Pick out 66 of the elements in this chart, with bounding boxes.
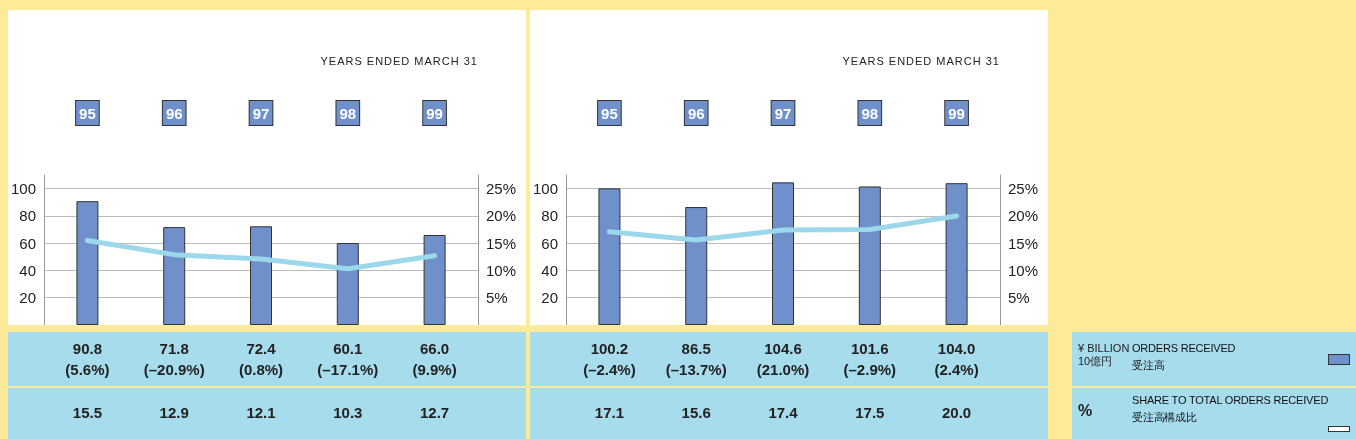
y-tick-label: 80 — [541, 207, 559, 225]
y-tick-label: 60 — [19, 234, 37, 252]
bar — [423, 235, 446, 325]
data-label: 12.7 — [419, 403, 450, 423]
y-tick-label: 100 — [11, 180, 37, 198]
y2-tick-label: 10% — [486, 261, 517, 279]
y2-tick-label: 25% — [486, 180, 517, 198]
data-label: 104.6 (21.0%) — [756, 339, 810, 380]
y-tick-label: 60 — [541, 234, 559, 252]
data-label: 17.1 — [594, 403, 625, 423]
x-tick-label: 96 — [165, 105, 183, 122]
data-label: 60.1 (–17.1%) — [317, 339, 379, 380]
y-tick-label: 20 — [19, 289, 37, 307]
y-tick-label: 20 — [541, 289, 559, 307]
data-label: 101.6 (–2.9%) — [843, 339, 897, 380]
data-label: 12.1 — [246, 403, 276, 423]
y-tick-label: 40 — [19, 261, 37, 279]
y2-tick-label: 5% — [1008, 289, 1030, 307]
bar — [250, 226, 273, 325]
bar — [336, 243, 359, 325]
bar — [858, 186, 881, 325]
data-label: 104.0 (2.4%) — [934, 339, 979, 380]
x-tick-label: 95 — [79, 105, 96, 122]
y2-tick-label: 15% — [486, 234, 517, 252]
x-tick-label: 96 — [687, 105, 705, 122]
data-label: 17.4 — [768, 403, 798, 423]
x-axis-title: YEARS ENDED MARCH 31 — [320, 55, 478, 67]
bar — [598, 188, 621, 325]
y2-tick-label: 25% — [1008, 180, 1039, 198]
data-label: 20.0 — [941, 403, 972, 423]
y2-tick-label: 20% — [1008, 207, 1039, 225]
data-label: 72.4 (0.8%) — [238, 339, 284, 380]
text: SHARE TO TOTAL ORDERS RECEIVED 受注高構成比 — [1132, 393, 1329, 425]
y2-tick-label: 20% — [486, 207, 517, 225]
data-label: 66.0 (9.9%) — [412, 339, 457, 380]
x-tick-label: 95 — [601, 105, 618, 122]
x-tick-label: 97 — [774, 105, 792, 122]
bar — [945, 183, 968, 325]
x-tick-label: 98 — [339, 105, 357, 122]
data-label: 100.2 (–2.4%) — [583, 339, 636, 380]
y2-tick-label: 5% — [486, 289, 508, 307]
data-label: 86.5 (–13.7%) — [665, 339, 727, 380]
data-label: 10.3 — [333, 403, 363, 423]
y-tick-label: 100 — [533, 180, 559, 198]
data-label: 71.8 (–20.9%) — [143, 339, 205, 380]
text: ORDERS RECEIVED 受注高 — [1132, 341, 1236, 373]
x-axis-title: YEARS ENDED MARCH 31 — [842, 55, 1000, 67]
data-label: 90.8 (5.6%) — [65, 339, 110, 380]
x-tick-label: 98 — [861, 105, 879, 122]
bar — [76, 201, 99, 325]
x-tick-label: 99 — [426, 105, 443, 122]
text: % — [1078, 402, 1093, 420]
bar — [685, 207, 708, 325]
x-tick-label: 99 — [948, 105, 965, 122]
data-label: 15.5 — [72, 403, 103, 423]
y-tick-label: 80 — [19, 207, 37, 225]
x-tick-label: 97 — [252, 105, 270, 122]
y2-tick-label: 10% — [1008, 261, 1039, 279]
data-label: 15.6 — [681, 403, 711, 423]
y-tick-label: 40 — [541, 261, 559, 279]
y2-tick-label: 15% — [1008, 234, 1039, 252]
bar — [772, 182, 795, 325]
bar — [163, 227, 186, 325]
data-label: 17.5 — [855, 403, 885, 423]
text: ¥ BILLION 10億円 — [1078, 342, 1130, 369]
data-label: 12.9 — [159, 403, 189, 423]
